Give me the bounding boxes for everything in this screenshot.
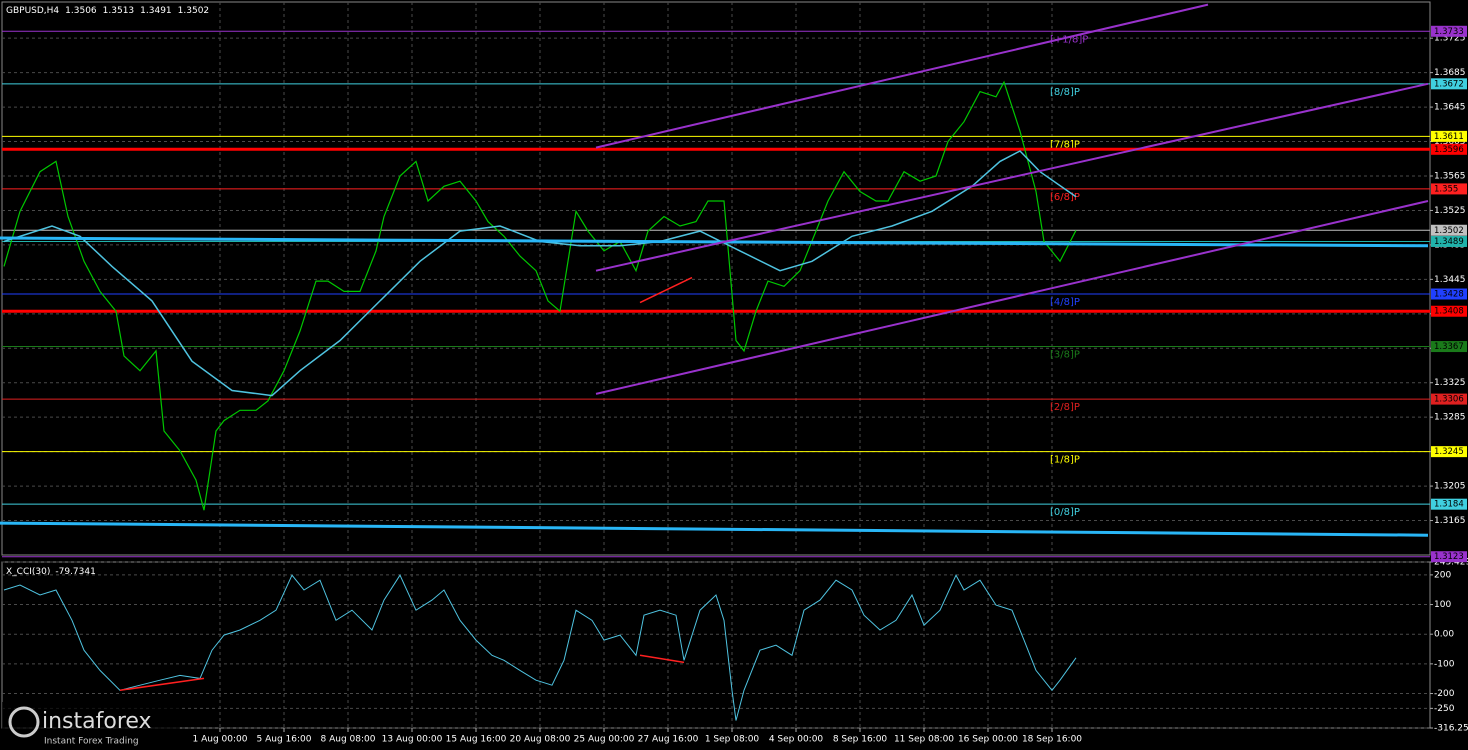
- series-line: [639, 276, 693, 304]
- price-box: [1431, 551, 1467, 563]
- x-tick-label: 1 Aug 00:00: [193, 735, 248, 745]
- series-line: [0, 521, 1429, 537]
- x-tick-label: 5 Aug 16:00: [257, 735, 312, 745]
- price-box-label: 1.3245: [1434, 447, 1464, 457]
- price-box-label: 1.3672: [1434, 79, 1464, 89]
- x-tick-label: 25 Aug 00:00: [574, 735, 635, 745]
- series-line: [119, 677, 205, 692]
- price-box-label: 1.3428: [1434, 290, 1464, 300]
- level-tag: [1/8]P: [1050, 455, 1080, 466]
- price-box: [1431, 130, 1467, 142]
- y-tick-label: 200: [1434, 570, 1451, 580]
- level-tag: [2/8]P: [1050, 402, 1080, 413]
- price-box: [1431, 498, 1467, 510]
- series-line: [639, 654, 685, 664]
- header-part: X_CCI(30): [6, 567, 50, 577]
- level-tag: [+1/8]P: [1050, 34, 1088, 45]
- level-tag: [6/8]P: [1050, 192, 1080, 203]
- price-box: [1431, 183, 1467, 195]
- x-tick-label: 16 Sep 00:00: [958, 735, 1018, 745]
- series-line: [595, 3, 1209, 149]
- y-tick-label: 1.3445: [1434, 275, 1466, 285]
- y-tick-label: 1.3725: [1434, 34, 1466, 44]
- y-tick-label: 1.3325: [1434, 378, 1466, 388]
- level-tag: [4/8]P: [1050, 297, 1080, 308]
- price-box: [1431, 78, 1467, 90]
- series-line: [3, 574, 1077, 721]
- cci-header: X_CCI(30) -79.7341: [6, 567, 96, 577]
- logo-icon: [8, 706, 40, 738]
- price-box-label: 1.3123: [1434, 552, 1464, 562]
- level-tag: [0/8]P: [1050, 507, 1080, 518]
- y-tick-label: 1.3685: [1434, 68, 1466, 78]
- y-tick-label: -250: [1434, 704, 1455, 714]
- price-box: [1431, 305, 1467, 317]
- header-part: GBPUSD,H4: [6, 6, 59, 16]
- x-tick-label: 1 Sep 08:00: [705, 735, 760, 745]
- header-part: -79.7341: [55, 567, 95, 577]
- price-box-label: 1.3596: [1434, 145, 1464, 155]
- price-box-label: 1.3184: [1434, 500, 1464, 510]
- price-box-label: 1.355: [1434, 184, 1458, 194]
- x-tick-label: 15 Aug 16:00: [446, 735, 507, 745]
- y-tick-label: -200: [1434, 689, 1455, 699]
- series-line: [3, 80, 1077, 511]
- y-tick-label: 0.00: [1434, 630, 1454, 640]
- x-tick-label: 11 Sep 08:00: [894, 735, 954, 745]
- level-tag: [8/8]P: [1050, 87, 1080, 98]
- series-line: [595, 200, 1429, 395]
- series-line: [0, 236, 1429, 248]
- level-tag: [3/8]P: [1050, 350, 1080, 361]
- price-box: [1431, 25, 1467, 37]
- header-part: 1.3513: [103, 6, 135, 16]
- x-tick-label: 13 Aug 00:00: [382, 735, 443, 745]
- price-box: [1431, 341, 1467, 353]
- brand: instaforex: [42, 709, 152, 734]
- watermark: instaforex Instant Forex Trading: [2, 702, 180, 748]
- price-box-label: 1.3489: [1434, 237, 1464, 247]
- price-box-label: 1.3367: [1434, 342, 1464, 352]
- y-tick-label: 1.3605: [1434, 137, 1466, 147]
- y-tick-label: -316.257: [1434, 724, 1468, 734]
- x-tick-label: 8 Sep 16:00: [833, 735, 888, 745]
- price-box: [1431, 393, 1467, 405]
- price-box: [1431, 224, 1467, 236]
- main-frame: [1, 1, 1431, 556]
- slogan: Instant Forex Trading: [44, 737, 139, 747]
- series-line: [3, 150, 1077, 397]
- y-tick-label: -100: [1434, 659, 1455, 669]
- price-box: [1431, 143, 1467, 155]
- price-box-label: 1.3306: [1434, 395, 1464, 405]
- x-tick-label: 20 Aug 08:00: [510, 735, 571, 745]
- y-tick-label: 1.3645: [1434, 103, 1466, 113]
- y-tick-label: 1.3525: [1434, 206, 1466, 216]
- price-box: [1431, 235, 1467, 247]
- y-tick-label: 243.429: [1434, 558, 1468, 568]
- price-box: [1431, 288, 1467, 300]
- series-line: [595, 82, 1429, 272]
- chart-header: GBPUSD,H4 1.3506 1.3513 1.3491 1.3502: [6, 6, 209, 16]
- y-tick-label: 100: [1434, 600, 1451, 610]
- price-box-label: 1.3611: [1434, 132, 1464, 142]
- x-tick-label: 27 Aug 16:00: [638, 735, 699, 745]
- y-tick-label: 1.3285: [1434, 413, 1466, 423]
- price-box: [1431, 446, 1467, 458]
- header-part: 1.3506: [65, 6, 97, 16]
- y-tick-label: 1.3565: [1434, 171, 1466, 181]
- price-box-label: 1.3502: [1434, 226, 1464, 236]
- level-tag: [7/8]P: [1050, 139, 1080, 150]
- x-tick-label: 18 Sep 16:00: [1022, 735, 1082, 745]
- header-part: 1.3502: [178, 6, 210, 16]
- y-tick-label: 1.3205: [1434, 482, 1466, 492]
- price-box-label: 1.3733: [1434, 27, 1464, 37]
- header-part: 1.3491: [140, 6, 172, 16]
- y-tick-label: 1.3165: [1434, 516, 1466, 526]
- x-tick-label: 4 Sep 00:00: [769, 735, 824, 745]
- price-box-label: 1.3408: [1434, 307, 1464, 317]
- x-tick-label: 8 Aug 08:00: [321, 735, 376, 745]
